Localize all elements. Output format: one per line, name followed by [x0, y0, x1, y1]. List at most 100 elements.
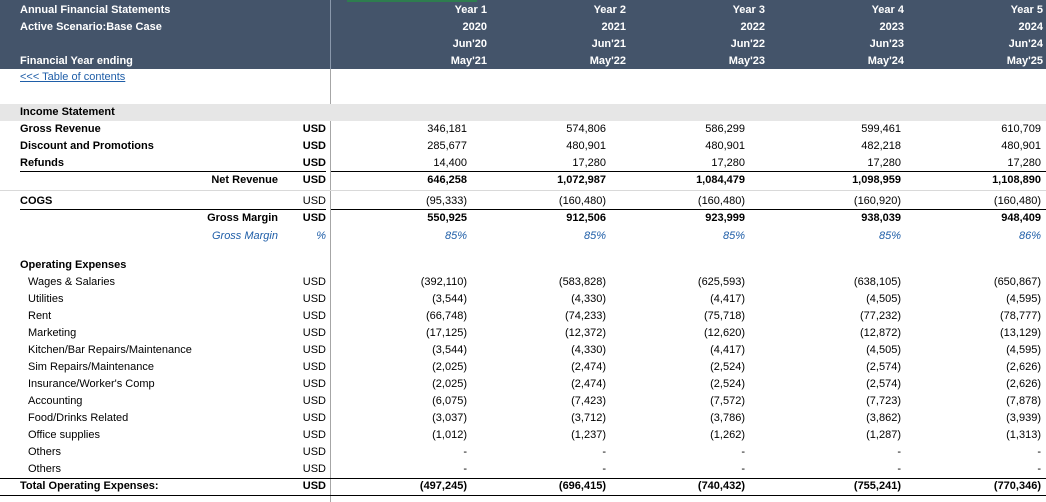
cell-value[interactable]: (3,862) [866, 412, 901, 424]
cell-value[interactable]: - [741, 463, 745, 475]
cell-value[interactable]: 1,098,959 [852, 174, 901, 186]
cell-value[interactable]: 14,400 [433, 157, 467, 169]
cell-value[interactable]: 550,925 [427, 212, 467, 224]
cell-value[interactable]: 480,901 [1001, 140, 1041, 152]
cell-value[interactable]: (2,025) [432, 378, 467, 390]
cell-value[interactable]: (75,718) [704, 310, 745, 322]
cell-value[interactable]: (95,333) [426, 195, 467, 207]
cell-value[interactable]: (160,920) [853, 195, 901, 207]
cell-value[interactable]: (4,330) [571, 293, 606, 305]
cell-value[interactable]: (2,626) [1006, 378, 1041, 390]
cell-value[interactable]: (74,233) [565, 310, 606, 322]
cell-value[interactable]: (160,480) [993, 195, 1041, 207]
cell-value[interactable]: (2,574) [866, 378, 901, 390]
cell-value[interactable]: 85% [722, 230, 745, 242]
cell-value[interactable]: 480,901 [566, 140, 606, 152]
cell-value[interactable]: (392,110) [420, 276, 467, 288]
cell-value[interactable]: (6,075) [432, 395, 467, 407]
cell-value[interactable]: (4,595) [1006, 293, 1041, 305]
cell-value[interactable]: 1,108,890 [992, 174, 1041, 186]
cell-value[interactable]: 285,677 [427, 140, 467, 152]
cell-value[interactable]: (4,330) [571, 344, 606, 356]
cell-value[interactable]: (12,372) [565, 327, 606, 339]
cell-value[interactable]: (4,505) [866, 293, 901, 305]
cell-value[interactable]: - [463, 463, 467, 475]
cell-value[interactable]: 599,461 [861, 123, 901, 135]
cell-value[interactable]: (696,415) [558, 480, 606, 492]
cell-value[interactable]: (1,237) [571, 429, 606, 441]
cell-value[interactable]: (160,480) [558, 195, 606, 207]
cell-value[interactable]: (1,287) [866, 429, 901, 441]
cell-value[interactable]: - [602, 463, 606, 475]
cell-value[interactable]: 1,084,479 [696, 174, 745, 186]
cell-value[interactable]: 346,181 [427, 123, 467, 135]
cell-value[interactable]: (3,786) [710, 412, 745, 424]
cell-value[interactable]: (625,593) [697, 276, 745, 288]
cell-value[interactable]: (2,524) [710, 378, 745, 390]
cell-value[interactable]: 85% [444, 230, 467, 242]
cell-value[interactable]: (650,867) [993, 276, 1041, 288]
cell-value[interactable]: (4,417) [710, 293, 745, 305]
cell-value[interactable]: (2,474) [571, 361, 606, 373]
cell-value[interactable]: (7,572) [710, 395, 745, 407]
cell-value[interactable]: (1,262) [710, 429, 745, 441]
cell-value[interactable]: (3,712) [571, 412, 606, 424]
cell-value[interactable]: 17,280 [711, 157, 745, 169]
cell-value[interactable]: (13,129) [1000, 327, 1041, 339]
cell-value[interactable]: (2,474) [571, 378, 606, 390]
cell-value[interactable]: (4,505) [866, 344, 901, 356]
cell-value[interactable]: (2,025) [432, 361, 467, 373]
cell-value[interactable]: (770,346) [993, 480, 1041, 492]
cell-value[interactable]: - [602, 446, 606, 458]
cell-value[interactable]: - [1037, 446, 1041, 458]
cell-value[interactable]: 574,806 [566, 123, 606, 135]
cell-value[interactable]: (4,417) [710, 344, 745, 356]
cell-value[interactable]: - [463, 446, 467, 458]
cell-value[interactable]: 86% [1018, 230, 1041, 242]
cell-value[interactable]: (1,012) [432, 429, 467, 441]
cell-value[interactable]: (66,748) [426, 310, 467, 322]
cell-value[interactable]: 923,999 [705, 212, 745, 224]
cell-value[interactable]: (7,423) [571, 395, 606, 407]
cell-value[interactable]: 17,280 [1007, 157, 1041, 169]
cell-value[interactable]: 586,299 [705, 123, 745, 135]
cell-value[interactable]: 646,258 [427, 174, 467, 186]
cell-value[interactable]: 17,280 [867, 157, 901, 169]
cell-value[interactable]: 482,218 [861, 140, 901, 152]
cell-value[interactable]: 912,506 [566, 212, 606, 224]
cell-value[interactable]: 938,039 [861, 212, 901, 224]
cell-value[interactable]: 85% [878, 230, 901, 242]
cell-value[interactable]: (740,432) [697, 480, 745, 492]
cell-value[interactable]: (7,723) [866, 395, 901, 407]
cell-value[interactable]: - [741, 446, 745, 458]
cell-value[interactable]: (1,313) [1006, 429, 1041, 441]
cell-value[interactable]: 17,280 [572, 157, 606, 169]
cell-value[interactable]: (755,241) [853, 480, 901, 492]
cell-value[interactable]: (4,595) [1006, 344, 1041, 356]
cell-value[interactable]: (12,620) [704, 327, 745, 339]
cell-value[interactable]: - [897, 446, 901, 458]
cell-value[interactable]: (17,125) [426, 327, 467, 339]
cell-value[interactable]: - [1037, 463, 1041, 475]
cell-value[interactable]: (3,939) [1006, 412, 1041, 424]
cell-value[interactable]: 1,072,987 [557, 174, 606, 186]
cell-value[interactable]: (78,777) [1000, 310, 1041, 322]
cell-value[interactable]: (3,544) [432, 293, 467, 305]
cell-value[interactable]: 480,901 [705, 140, 745, 152]
cell-value[interactable]: 610,709 [1001, 123, 1041, 135]
cell-value[interactable]: (3,544) [432, 344, 467, 356]
cell-value[interactable]: (2,626) [1006, 361, 1041, 373]
cell-value[interactable]: (7,878) [1006, 395, 1041, 407]
cell-value[interactable]: (2,524) [710, 361, 745, 373]
cell-value[interactable]: (2,574) [866, 361, 901, 373]
cell-value[interactable]: (77,232) [860, 310, 901, 322]
cell-value[interactable]: (12,872) [860, 327, 901, 339]
cell-value[interactable]: (497,245) [419, 480, 467, 492]
cell-value[interactable]: (3,037) [432, 412, 467, 424]
cell-value[interactable]: (638,105) [853, 276, 901, 288]
cell-value[interactable]: 85% [583, 230, 606, 242]
cell-value[interactable]: 948,409 [1001, 212, 1041, 224]
cell-value[interactable]: (583,828) [558, 276, 606, 288]
cell-value[interactable]: (160,480) [697, 195, 745, 207]
cell-value[interactable]: - [897, 463, 901, 475]
